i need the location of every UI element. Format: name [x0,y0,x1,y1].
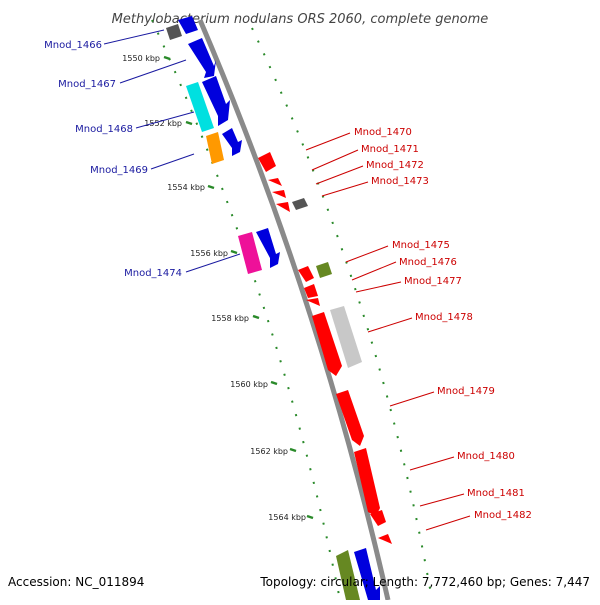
kbp-tick [230,249,238,255]
gene-label-mnod-1479[interactable]: Mnod_1479 [437,386,495,397]
gene-mnod-1474-magenta[interactable] [238,232,262,274]
gene-mnod-1467[interactable] [188,38,216,78]
gene-mnod-1478-grey[interactable] [330,306,362,368]
gene-mnod-1476[interactable] [304,284,318,298]
kbp-tick [207,184,215,190]
kbp-tick [163,55,171,61]
gene-label-mnod-1481[interactable]: Mnod_1481 [467,488,525,499]
gene-mnod-1480[interactable] [354,448,380,516]
kbp-tick [289,447,297,453]
gene-label-mnod-1466[interactable]: Mnod_1466 [44,40,102,51]
gene-label-mnod-1469[interactable]: Mnod_1469 [90,165,148,176]
kbp-label: 1560 kbp [230,380,268,389]
gene-blue-bottom[interactable] [354,548,380,600]
gene-mnod-1482[interactable] [378,534,392,544]
kbp-labels: 1550 kbp 1552 kbp 1554 kbp 1556 kbp 1558… [122,54,306,522]
gene-mnod-1475[interactable] [298,266,314,282]
genes-inner [166,16,380,600]
kbp-label: 1562 kbp [250,447,288,456]
gene-label-mnod-1470[interactable]: Mnod_1470 [354,127,412,138]
kbp-label: 1552 kbp [144,119,182,128]
gene-label-mnod-1467[interactable]: Mnod_1467 [58,79,116,90]
genes-outer [258,152,392,544]
gene-mnod-1473-red[interactable] [276,202,290,212]
inner-track-line [151,19,341,601]
labels-left: Mnod_1466 Mnod_1467 Mnod_1468 Mnod_1469 … [44,40,182,279]
gene-label-mnod-1478[interactable]: Mnod_1478 [415,312,473,323]
kbp-tick [252,314,260,320]
gene-label-mnod-1471[interactable]: Mnod_1471 [361,144,419,155]
gene-mnod-1474-blue[interactable] [256,228,280,268]
gene-olive-bottom[interactable] [336,550,360,600]
gene-mnod-1466[interactable] [166,24,182,40]
gene-mnod-1468-blue[interactable] [202,76,230,126]
leaders-right [305,132,471,531]
kbp-tick [306,514,314,520]
gene-label-mnod-1473[interactable]: Mnod_1473 [371,176,429,187]
gene-label-mnod-1476[interactable]: Mnod_1476 [399,257,457,268]
gene-mnod-1473-grey[interactable] [292,198,308,210]
gene-mnod-1472[interactable] [272,190,286,198]
gene-mnod-1478-red[interactable] [312,312,342,376]
labels-right: Mnod_1470 Mnod_1471 Mnod_1472 Mnod_1473 … [354,127,532,521]
leaders-left [103,29,241,273]
genome-summary-text: Topology: circular; Length: 7,772,460 bp… [259,575,590,589]
genome-backbone [197,19,391,601]
kbp-ticks [163,55,314,520]
accession-text: Accession: NC_011894 [8,575,144,589]
gene-label-mnod-1472[interactable]: Mnod_1472 [366,160,424,171]
gene-mnod-1471[interactable] [268,178,282,186]
gene-label-mnod-1480[interactable]: Mnod_1480 [457,451,515,462]
kbp-label: 1550 kbp [122,54,160,63]
gene-mnod-1470[interactable] [258,152,276,172]
outer-track-line [251,27,433,601]
gene-label-mnod-1482[interactable]: Mnod_1482 [474,510,532,521]
gene-label-mnod-1477[interactable]: Mnod_1477 [404,276,462,287]
kbp-tick [185,120,193,126]
kbp-label: 1558 kbp [211,314,249,323]
gene-mnod-1476-olive[interactable] [316,262,332,278]
kbp-label: 1564 kbp [268,513,306,522]
gene-mnod-1469-orange[interactable] [206,132,224,164]
gene-mnod-1469-blue[interactable] [222,128,242,156]
kbp-label: 1554 kbp [167,183,205,192]
kbp-tick [270,380,278,386]
gene-mnod-1481[interactable] [370,510,386,526]
gene-mnod-1468-cyan[interactable] [186,82,214,132]
map-title: Methylobacterium nodulans ORS 2060, comp… [112,12,489,27]
gene-label-mnod-1475[interactable]: Mnod_1475 [392,240,450,251]
gene-label-mnod-1474[interactable]: Mnod_1474 [124,268,182,279]
gene-mnod-1479[interactable] [336,390,364,446]
gene-mnod-1477[interactable] [306,298,320,306]
gene-label-mnod-1468[interactable]: Mnod_1468 [75,124,133,135]
kbp-label: 1556 kbp [190,249,228,258]
gene-blue-top[interactable] [178,16,198,34]
